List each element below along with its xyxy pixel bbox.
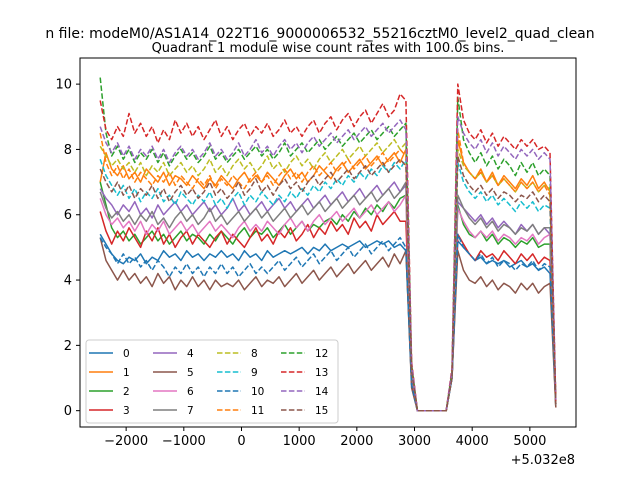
legend-label-13: 13 xyxy=(315,367,328,379)
x-tick-label: 0 xyxy=(237,434,245,449)
series-line-10 xyxy=(99,233,557,412)
series-line-8 xyxy=(99,138,557,412)
series-line-5 xyxy=(99,237,557,412)
series-line-13 xyxy=(99,83,557,412)
axes-frame xyxy=(79,57,577,428)
legend-label-12: 12 xyxy=(315,348,328,360)
legend-label-2: 2 xyxy=(123,386,130,398)
figure-suptitle: n file: modeM0/AS1A14_022T16_9000006532_… xyxy=(45,26,594,42)
legend-label-3: 3 xyxy=(123,405,130,417)
series-line-3 xyxy=(99,210,557,412)
chart-title: Quadrant 1 module wise count rates with … xyxy=(152,41,505,56)
x-tick-label: 2000 xyxy=(340,434,373,449)
legend-label-4: 4 xyxy=(187,348,194,360)
series-line-12 xyxy=(99,77,557,412)
x-offset-label: +5.032e8 xyxy=(511,453,575,468)
legend-label-7: 7 xyxy=(187,405,194,417)
legend-label-8: 8 xyxy=(251,348,258,360)
legend-label-5: 5 xyxy=(187,367,194,379)
legend-label-1: 1 xyxy=(123,367,130,379)
x-axis: −2000 −1000 0 1000 2000 3000 4000 5000 xyxy=(104,427,546,449)
x-tick-label: −2000 xyxy=(104,434,148,449)
y-tick-label: 6 xyxy=(64,208,72,223)
series-layer xyxy=(99,77,557,412)
y-tick-label: 2 xyxy=(64,339,72,354)
y-tick-label: 8 xyxy=(64,143,72,158)
legend-label-11: 11 xyxy=(251,405,264,417)
x-tick-label: 4000 xyxy=(456,434,489,449)
x-tick-label: 5000 xyxy=(513,434,546,449)
x-tick-label: 1000 xyxy=(283,434,316,449)
y-tick-label: 0 xyxy=(64,404,72,419)
legend-label-14: 14 xyxy=(315,386,329,398)
x-tick-label: −1000 xyxy=(162,434,206,449)
series-line-11 xyxy=(99,129,557,412)
legend-box xyxy=(85,339,339,424)
legend-label-9: 9 xyxy=(251,367,258,379)
y-tick-label: 4 xyxy=(64,274,72,289)
x-tick-label: 3000 xyxy=(398,434,431,449)
series-line-0 xyxy=(99,233,557,412)
legend-label-15: 15 xyxy=(315,405,328,417)
series-line-6 xyxy=(99,194,557,412)
legend-label-0: 0 xyxy=(123,348,130,360)
y-tick-label: 10 xyxy=(55,78,72,93)
y-axis: 0 2 4 6 8 10 xyxy=(55,78,80,419)
series-line-9 xyxy=(99,158,557,412)
legend-label-10: 10 xyxy=(251,386,264,398)
series-line-15 xyxy=(99,155,557,412)
series-line-7 xyxy=(99,181,557,412)
series-line-14 xyxy=(99,116,557,412)
legend-label-6: 6 xyxy=(187,386,194,398)
